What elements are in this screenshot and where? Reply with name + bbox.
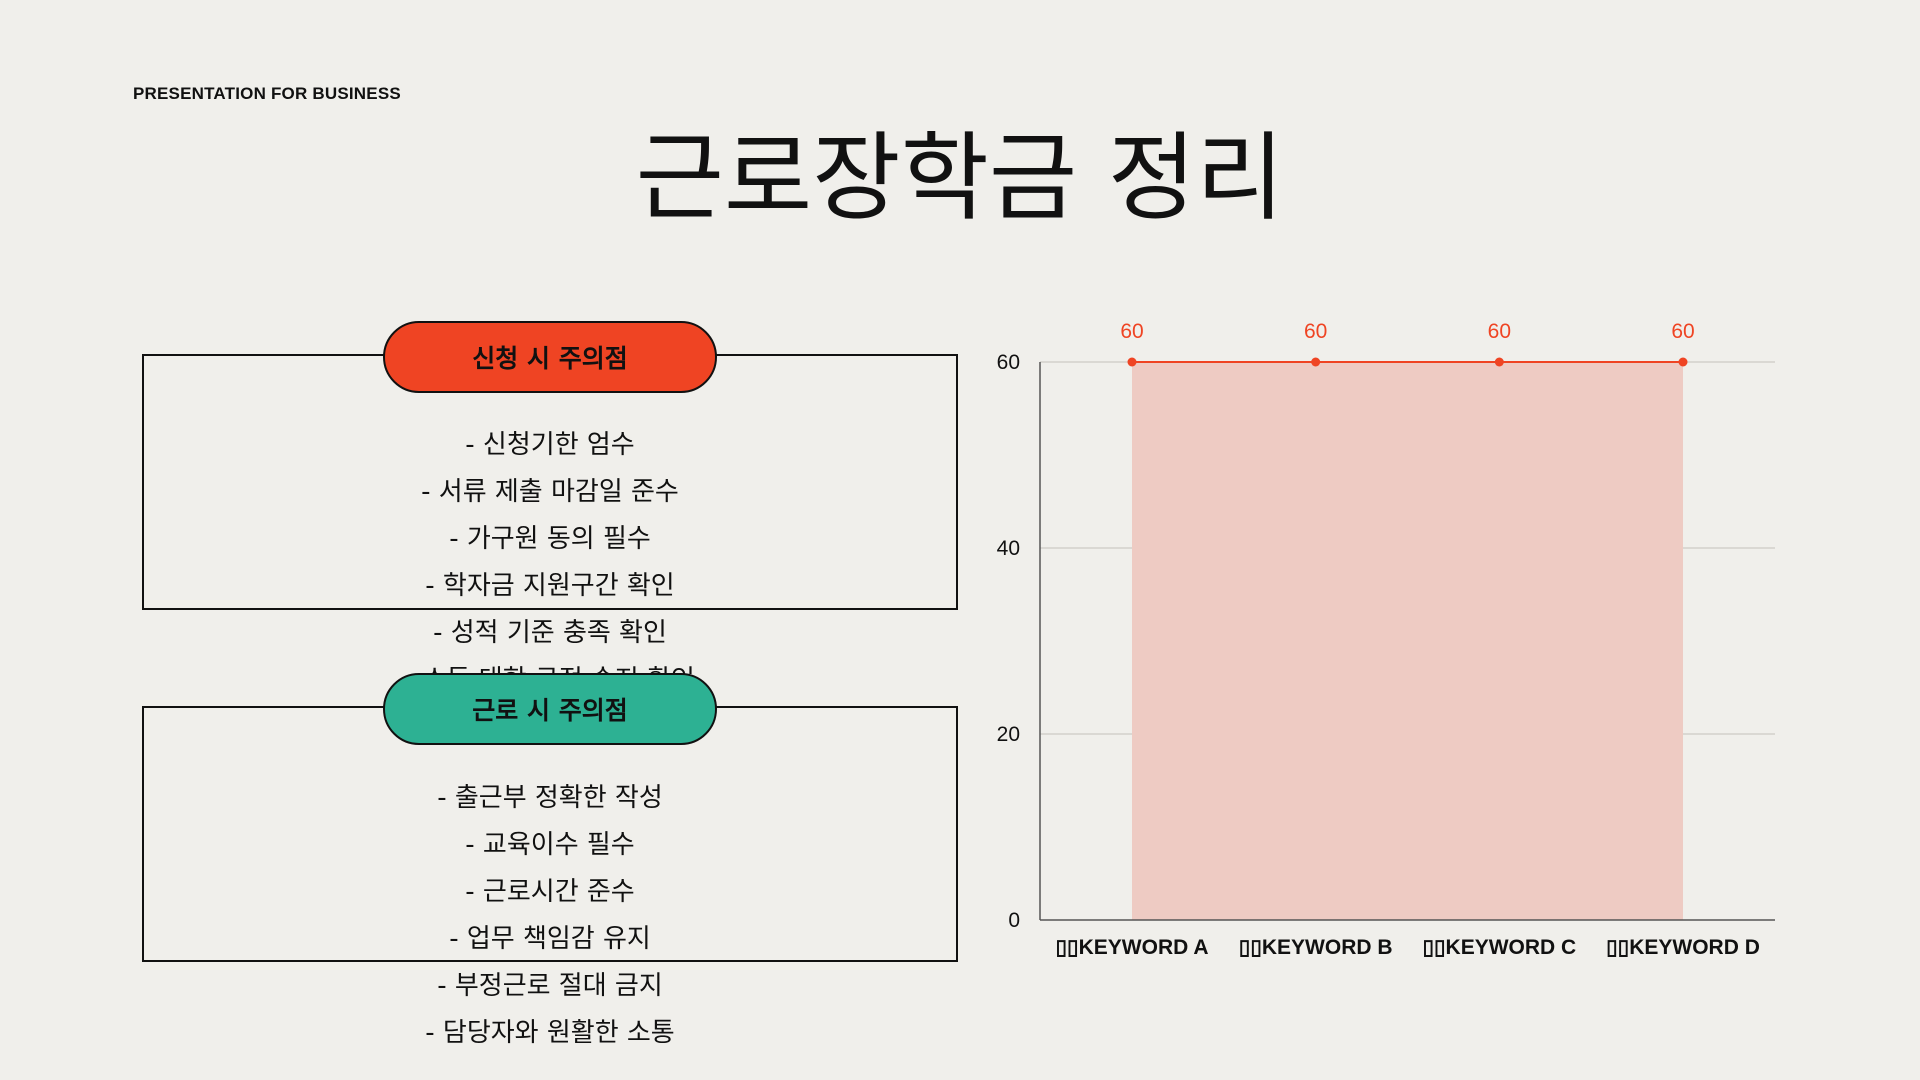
y-tick-label: 60 [997,351,1020,374]
keyword-area-chart: 0 20 40 60 60 ▯▯KEYWORD A 60 ▯▯KEYWORD B 60 ▯▯KEY… [997,320,1775,959]
y-tick-label: 0 [1008,909,1020,932]
chart-labels: 0 20 40 60 60 ▯▯KEYWORD A 60 ▯▯KEYWORD B 60 ▯▯KEY… [997,320,1760,959]
work-list: - 출근부 정확한 작성 - 교육이수 필수 - 근로시간 준수 - 업무 책임… [142,775,958,1057]
chart-area-layer [1132,362,1683,920]
data-label: 60 [1671,320,1694,343]
work-heading-pill: 근로 시 주의점 [383,673,717,745]
chart-axes [1039,362,1775,921]
list-item: - 교육이수 필수 [465,830,635,860]
x-category-label: ▯▯KEYWORD C [1422,936,1576,959]
list-item: - 업무 책임감 유지 [449,924,651,954]
application-heading-pill: 신청 시 주의점 [383,321,717,393]
data-label: 60 [1488,320,1511,343]
list-item: - 소득 대학 규정 숙지 확인 [142,657,958,674]
application-list: - 신청기한 엄수 - 서류 제출 마감일 준수 - 가구원 동의 필수 - 학… [142,422,958,674]
page-title: 근로장학금 정리 [635,122,1285,234]
series-area-fill [1132,362,1683,920]
list-item: - 학자금 지원구간 확인 [425,571,675,601]
data-point [1678,357,1688,367]
list-item: - 출근부 정확한 작성 [437,783,663,813]
list-item: - 성적 기준 충족 확인 [433,618,667,648]
x-category-label: ▯▯KEYWORD D [1606,936,1760,959]
eyebrow-label: PRESENTATION FOR BUSINESS [133,84,401,103]
list-item: - 담당자와 원활한 소통 [425,1018,675,1048]
y-tick-label: 20 [997,723,1020,746]
data-label: 60 [1304,320,1327,343]
data-label: 60 [1120,320,1143,343]
list-item: - 부정근로 절대 금지 [437,971,663,1001]
y-tick-label: 40 [997,537,1020,560]
data-point [1311,357,1321,367]
data-point [1127,357,1137,367]
list-item: - 서류 제출 마감일 준수 [421,477,679,507]
list-item: - 신청기한 엄수 [465,430,635,460]
x-category-label: ▯▯KEYWORD A [1056,936,1209,959]
data-point [1494,357,1504,367]
x-category-label: ▯▯KEYWORD B [1239,936,1393,959]
list-item: - 근로시간 준수 [465,877,635,907]
chart-marks [1127,357,1688,367]
list-item: - 가구원 동의 필수 [449,524,651,554]
